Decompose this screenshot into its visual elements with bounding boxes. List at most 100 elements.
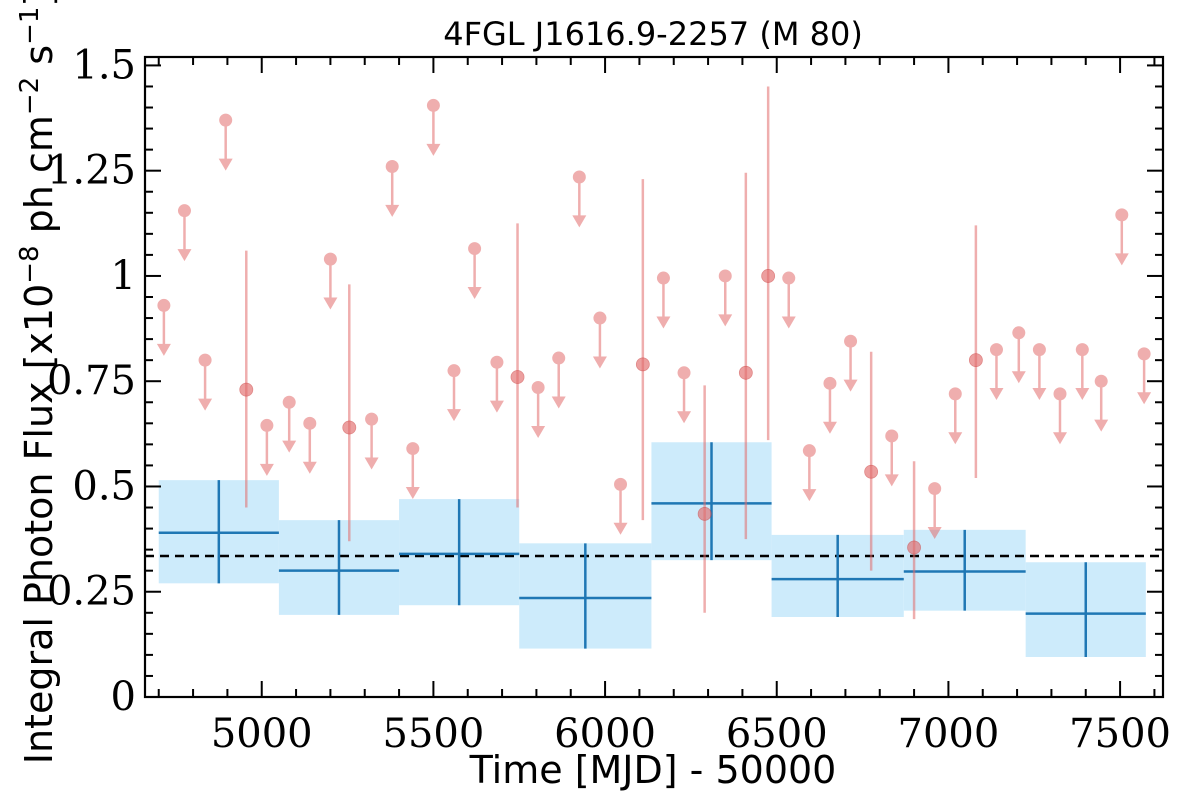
upper-limit-point	[989, 343, 1003, 357]
upper-limit-point	[802, 444, 816, 458]
upper-limit-arrow	[1094, 419, 1109, 432]
upper-limit	[656, 271, 671, 329]
upper-limit-arrow	[781, 316, 796, 329]
upper-limit-point	[1075, 343, 1089, 357]
detection-point	[968, 353, 983, 368]
upper-limit-point	[572, 170, 586, 184]
y-tick-label: 0.75	[47, 358, 136, 404]
upper-limit-arrow	[467, 287, 482, 299]
upper-limit	[426, 98, 441, 156]
detection	[342, 284, 357, 542]
upper-limit	[718, 269, 733, 327]
upper-limit-arrow	[551, 396, 566, 409]
upper-limit-arrow	[177, 249, 192, 262]
upper-limit-arrow	[802, 489, 817, 502]
upper-limit	[323, 252, 338, 310]
upper-limit-arrow	[1114, 253, 1129, 266]
detection-point	[697, 506, 712, 521]
upper-limit-arrow	[989, 388, 1004, 401]
upper-limit-arrow	[323, 297, 338, 310]
upper-limit-point	[157, 298, 171, 312]
upper-limit	[156, 298, 171, 356]
upper-limit-arrow	[572, 215, 587, 228]
upper-limit-point	[782, 271, 796, 285]
upper-limit	[1052, 387, 1067, 445]
upper-limit-arrow	[364, 457, 379, 470]
upper-limit-arrow	[198, 398, 213, 411]
upper-limit	[613, 477, 628, 535]
upper-limit-arrow	[884, 474, 899, 487]
plot-area	[145, 86, 1163, 657]
detection-point	[864, 464, 879, 479]
upper-limit-point	[177, 204, 191, 218]
upper-limit-arrow	[447, 409, 462, 422]
upper-limit-arrow	[282, 440, 297, 453]
upper-limit-arrow	[1011, 371, 1026, 384]
x-tick-label: 6500	[726, 711, 828, 757]
upper-limit-point	[1012, 326, 1026, 340]
upper-limit	[1137, 347, 1152, 405]
upper-limit	[447, 364, 462, 422]
upper-limit-point	[1032, 343, 1046, 357]
upper-limit-point	[1094, 374, 1108, 388]
upper-limit	[843, 334, 858, 392]
upper-limit-point	[447, 364, 461, 378]
upper-limit	[948, 387, 963, 445]
upper-limit	[198, 353, 213, 411]
upper-limit	[385, 159, 400, 217]
upper-limit	[467, 242, 482, 299]
upper-limit-arrow	[489, 400, 504, 413]
upper-limit-point	[656, 271, 670, 285]
detection-point	[907, 540, 921, 555]
upper-limit-arrow	[259, 463, 274, 476]
detection-point	[761, 269, 776, 283]
upper-limit-point	[219, 113, 233, 127]
upper-limit-point	[490, 355, 504, 369]
upper-limit-point	[718, 269, 732, 283]
upper-limit-arrow	[927, 527, 942, 539]
upper-limit-point	[823, 376, 837, 390]
upper-limit-point	[282, 395, 296, 409]
plot-frame	[143, 55, 1165, 699]
upper-limit-point	[198, 353, 212, 367]
upper-limit-arrow	[843, 379, 858, 392]
upper-limit	[259, 418, 274, 476]
upper-limit	[822, 376, 837, 434]
upper-limit	[177, 204, 192, 262]
y-axis-label: Integral Photon Flux [x10−8 ph cm−2 s−1]	[15, 0, 61, 764]
upper-limit-point	[593, 311, 607, 325]
y-tick-label: 1.5	[72, 42, 136, 88]
upper-limit	[1114, 208, 1129, 266]
upper-limit-arrow	[613, 522, 628, 535]
detection	[697, 385, 712, 613]
upper-limit	[1032, 343, 1047, 401]
upper-limit-arrow	[1137, 392, 1152, 405]
axes: 5000 5500 6000 6500 7000 7500 0 0.25 0.5 0.75 1 1.2…	[47, 42, 1171, 757]
y-tick-label: 0.5	[72, 463, 136, 509]
upper-limit	[551, 351, 566, 409]
upper-limit-arrow	[656, 316, 671, 329]
detection	[635, 179, 650, 521]
chart-title: 4FGL J1616.9-2257 (M 80)	[443, 15, 863, 53]
upper-limit-point	[928, 482, 942, 496]
upper-limit	[282, 395, 297, 453]
x-tick-label: 5000	[211, 711, 313, 757]
upper-limit	[884, 429, 899, 487]
detection-point	[635, 357, 650, 372]
upper-limit-point	[1137, 347, 1151, 361]
upper-limit-arrow	[822, 421, 837, 434]
y-tick-label: 0.25	[47, 569, 136, 615]
upper-limit-point	[260, 418, 274, 432]
upper-limit	[592, 311, 607, 369]
detection	[968, 225, 983, 479]
detection	[738, 172, 753, 540]
upper-limit	[302, 416, 317, 474]
upper-limit	[1075, 343, 1090, 401]
upper-limit	[802, 444, 817, 502]
upper-limit-arrow	[302, 461, 317, 474]
x-axis-label: Time [MJD] - 50000	[469, 748, 837, 792]
upper-limit-point	[385, 159, 399, 173]
upper-limit-point	[531, 381, 545, 395]
upper-limit	[572, 170, 587, 228]
